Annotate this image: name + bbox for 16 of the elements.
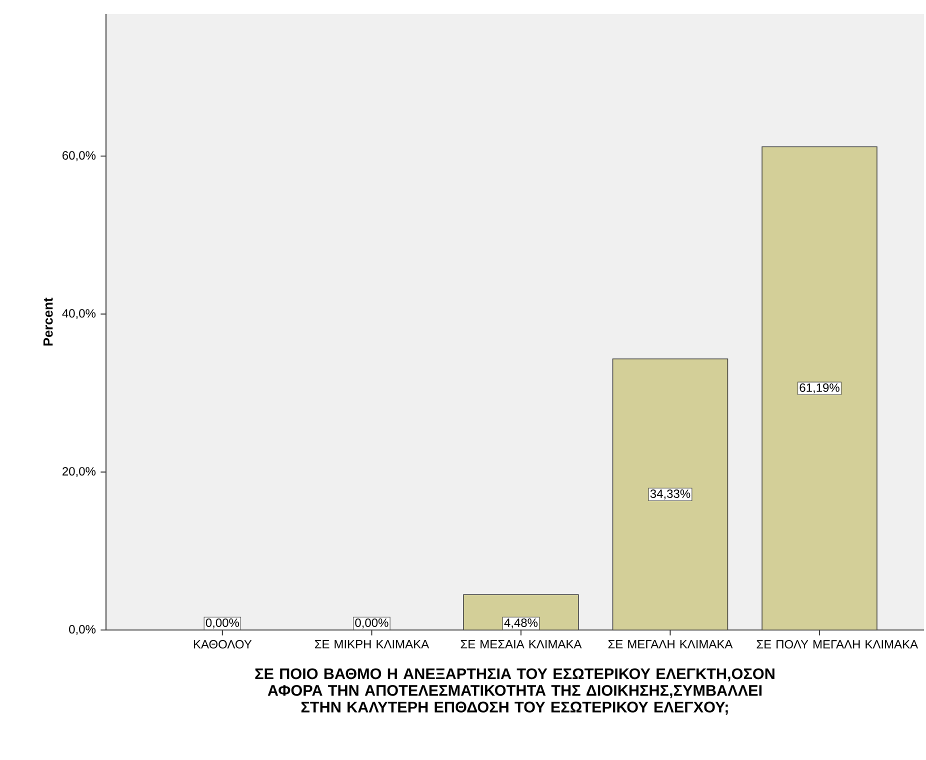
- x-tick-label: ΚΑΘΟΛΟΥ: [194, 640, 252, 649]
- data-label: 61,19%: [800, 383, 840, 394]
- y-tick-label: 40,0%: [62, 309, 96, 320]
- data-label: 0,00%: [206, 618, 240, 628]
- x-tick-label: ΣΕ ΜΕΓΑΛΗ ΚΛΙΜΑΚΑ: [608, 640, 733, 648]
- data-label: 34,33%: [650, 489, 690, 500]
- y-tick-label: 60,0%: [62, 151, 96, 162]
- y-axis-title: Percent: [43, 298, 53, 346]
- x-tick-label: ΣΕ ΜΕΣΑΙΑ ΚΛΙΜΑΚΑ: [460, 640, 582, 648]
- data-label: 4,48%: [504, 618, 538, 628]
- y-tick-label: 20,0%: [62, 467, 96, 477]
- x-axis-title: ΣΕ ΠΟΙΟ ΒΑΘΜΟ Η ΑΝΕΞΑΡΤΗΣΙΑ ΤΟΥ ΕΣΩΤΕΡΙΚΟΥ ΕΛΕΓΚΤΗ,ΟΣΟΝ ΑΦΟΡΑ ΤΗΝ ΑΠΟΤΕΛΕΣΜΑΤΙΚΟΤΗΤΑ ΤΗΣ ΔΙΟΙΚΗΣΗΣ,ΣΥΜΒΑΛΛΕΙ ΣΤΗΝ ΚΑΛΥΤΕΡΗ ΕΠΘΔΟΣΗ ΤΟΥ ΕΣΩΤΕΡΙΚΟΥ ΕΛΕΓΧΟΥ;: [255, 668, 774, 715]
- x-tick-label: ΣΕ ΜΙΚΡΗ ΚΛΙΜΑΚΑ: [314, 640, 430, 648]
- y-tick-label: 0,0%: [69, 625, 96, 635]
- data-label: 0,00%: [355, 618, 388, 628]
- x-tick-label: ΣΕ ΠΟΛΥ ΜΕΓΑΛΗ ΚΛΙΜΑΚΑ: [756, 640, 918, 649]
